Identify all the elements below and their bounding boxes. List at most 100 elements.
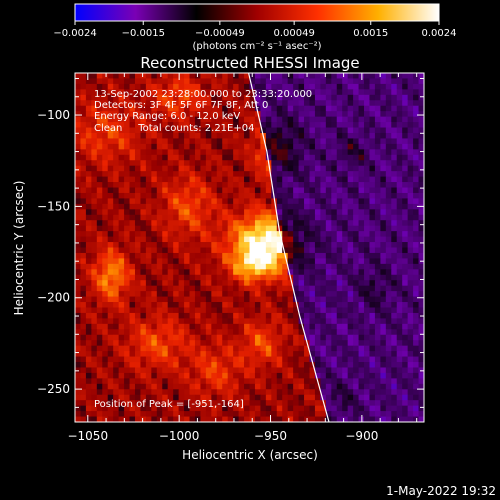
heatmap-cell [271, 209, 278, 216]
heatmap-cell [184, 160, 190, 167]
heatmap-cell [184, 362, 190, 368]
heatmap-cell [211, 203, 218, 210]
heatmap-cell [233, 132, 239, 139]
heatmap-cell [102, 247, 109, 254]
heatmap-cell [325, 389, 332, 396]
heatmap-cell [271, 138, 278, 145]
heatmap-cell [222, 182, 229, 188]
x-tick-label: −900 [345, 429, 378, 443]
heatmap-cell [276, 302, 283, 308]
heatmap-cell [298, 122, 305, 128]
heatmap-cell [293, 236, 299, 243]
heatmap-cell [167, 73, 174, 79]
heatmap-cell [298, 329, 305, 336]
heatmap-cell [113, 258, 120, 265]
heatmap-cell [385, 400, 392, 407]
heatmap-cell [156, 111, 163, 118]
heatmap-cell [353, 154, 359, 161]
heatmap-cell [156, 345, 163, 352]
heatmap-cell [413, 225, 419, 232]
heatmap-cell [189, 405, 196, 412]
heatmap-cell [369, 252, 376, 259]
heatmap-cell [151, 220, 158, 227]
heatmap-cell [271, 362, 278, 368]
heatmap-cell [265, 367, 272, 374]
heatmap-cell [244, 132, 250, 139]
heatmap-cell [287, 143, 294, 150]
heatmap-cell [156, 263, 163, 270]
heatmap-cell [402, 143, 409, 150]
heatmap-cell [391, 345, 398, 352]
heatmap-cell [298, 78, 305, 85]
heatmap-cell [385, 296, 392, 303]
heatmap-cell [244, 143, 250, 150]
heatmap-cell [238, 100, 245, 107]
heatmap-cell [407, 318, 414, 325]
heatmap-cell [320, 285, 327, 292]
heatmap-cell [331, 318, 338, 325]
heatmap-cell [222, 132, 229, 139]
heatmap-cell [325, 383, 332, 390]
heatmap-cell [216, 83, 223, 90]
heatmap-cell [396, 236, 403, 243]
heatmap-cell [331, 280, 338, 287]
heatmap-cell [113, 274, 120, 281]
heatmap-cell [140, 334, 147, 341]
heatmap-cell [184, 345, 190, 352]
heatmap-cell [200, 100, 207, 107]
heatmap-cell [369, 105, 376, 112]
heatmap-cell [134, 143, 141, 150]
heatmap-cell [173, 362, 180, 368]
heatmap-cell [205, 312, 212, 319]
heatmap-cell [331, 220, 338, 227]
heatmap-cell [200, 252, 207, 259]
heatmap-cell [413, 138, 419, 145]
heatmap-cell [80, 291, 87, 297]
heatmap-cell [298, 220, 305, 227]
heatmap-cell [80, 171, 87, 178]
heatmap-cell [205, 138, 212, 145]
heatmap-cell [407, 116, 414, 123]
heatmap-cell [75, 318, 81, 325]
heatmap-cell [309, 220, 316, 227]
heatmap-cell [244, 416, 250, 422]
heatmap-cell [200, 242, 207, 248]
heatmap-cell [167, 312, 174, 319]
heatmap-cell [358, 329, 365, 336]
heatmap-cell [216, 89, 223, 96]
heatmap-cell [282, 198, 289, 205]
heatmap-cell [145, 258, 152, 265]
heatmap-cell [162, 111, 169, 118]
heatmap-cell [118, 187, 125, 194]
heatmap-cell [140, 269, 147, 276]
heatmap-cell [347, 127, 354, 134]
heatmap-cell [134, 372, 141, 379]
heatmap-cell [396, 149, 403, 156]
heatmap-cell [156, 383, 163, 390]
heatmap-cell [407, 340, 414, 347]
heatmap-cell [331, 307, 338, 314]
heatmap-cell [380, 334, 387, 341]
heatmap-cell [75, 187, 81, 194]
heatmap-cell [309, 225, 316, 232]
heatmap-cell [282, 122, 289, 128]
heatmap-cell [369, 307, 376, 314]
heatmap-cell [91, 94, 98, 101]
heatmap-cell [314, 356, 321, 363]
heatmap-cell [140, 394, 147, 401]
heatmap-cell [314, 296, 321, 303]
heatmap-cell [276, 312, 283, 319]
heatmap-cell [304, 323, 310, 330]
heatmap-cell [80, 73, 87, 79]
heatmap-cell [336, 203, 343, 210]
heatmap-cell [374, 89, 381, 96]
heatmap-cell [271, 187, 278, 194]
heatmap-cell [369, 203, 376, 210]
heatmap-cell [124, 89, 130, 96]
heatmap-cell [314, 198, 321, 205]
heatmap-cell [91, 138, 98, 145]
heatmap-cell [107, 323, 114, 330]
heatmap-cell [298, 154, 305, 161]
heatmap-cell [244, 242, 250, 248]
heatmap-cell [178, 378, 185, 385]
